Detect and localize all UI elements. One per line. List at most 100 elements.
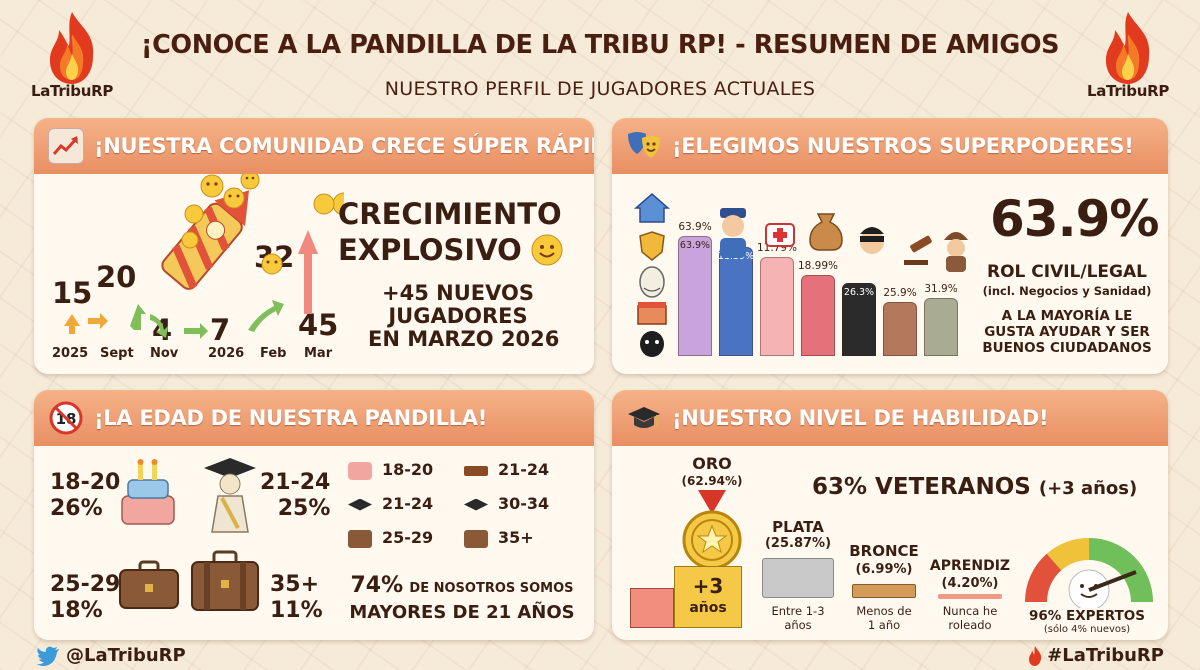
briefcase-icon (348, 529, 372, 548)
logo-text: LaTribuRP (30, 82, 114, 100)
growth-label: Nov (150, 346, 179, 361)
smiley-icon (184, 204, 204, 224)
podium-gold: +3 años (674, 566, 742, 628)
role-bar-label: 63.9% (678, 221, 712, 233)
shop-icon (637, 302, 667, 325)
flame-icon (49, 12, 94, 84)
level-desc: Entre 1-3 años (771, 604, 825, 632)
growth-title: ¡NUESTRA COMUNIDAD CRECE SÚPER RÁPIDO! (94, 134, 594, 158)
growth-label: 2026 (208, 346, 245, 361)
hacker-mask-icon (640, 331, 664, 357)
roles-caption-line3: BUENOS CIUDADANOS (982, 340, 1152, 356)
growth-illustration (64, 174, 344, 339)
smiley-icon (240, 174, 260, 190)
roles-bar-chart: 63.9%63.9%11.39%11.79%18.99%26.3%25.9%31… (676, 214, 964, 356)
detective-icon (944, 232, 968, 272)
age-group: 35+ 11% (270, 572, 323, 624)
role-bar-label: 25.9% (883, 287, 917, 299)
legend-item: 35+ (464, 528, 534, 548)
page-subtitle: NUESTRO PERFIL DE JUGADORES ACTUALES (384, 78, 816, 100)
growth-label: Feb (260, 346, 287, 361)
age-range: 35+ (270, 572, 320, 597)
chart-up-icon (48, 128, 84, 164)
arrow-up-icon (298, 230, 318, 314)
anonymous-mask-icon (639, 266, 665, 298)
skill-headline-pct: 63% VETERANOS (812, 474, 1031, 500)
gavel-icon (904, 235, 932, 265)
level-pct: (4.20%) (941, 576, 999, 591)
page-title: ¡CONOCE A LA PANDILLA DE LA TRIBU RP! - … (140, 30, 1060, 60)
level-desc: Nunca he roleado (942, 604, 998, 632)
logo-text: LaTribuRP (1086, 82, 1170, 100)
new-players-line3: EN MARZO 2026 (368, 327, 560, 351)
legend-item: 21-24 (348, 494, 433, 513)
smiley-icon (181, 231, 199, 249)
growth-headline: CRECIMIENTO EXPLOSIVO (338, 196, 564, 268)
flame-icon (1029, 645, 1042, 666)
roles-caption-line1: A LA MAYORÍA LE (1001, 308, 1133, 324)
gauge-note: (sólo 4% nuevos) (1043, 624, 1131, 635)
skill-headline: 63% VETERANOS (+3 años) (812, 474, 1137, 500)
hashtag-text[interactable]: #LaTribuRP (1047, 645, 1164, 666)
roles-role-note: (incl. Negocios y Sanidad) (982, 284, 1152, 298)
arrow-up-icon (130, 304, 146, 330)
growth-label: Mar (304, 346, 333, 361)
twitter-handle[interactable]: @LaTribuRP (66, 645, 186, 666)
birthday-cake-icon (121, 459, 175, 525)
level-name: PLATA (772, 518, 824, 536)
gauge-label: 96% EXPERTOS (1029, 608, 1145, 624)
legend-item: 21-24 (464, 460, 549, 479)
expertise-gauge (1024, 537, 1153, 608)
age-pct: 25% (277, 496, 331, 521)
role-bar-inner-label: 63.9% (679, 240, 711, 251)
growth-headline-line1: CRECIMIENTO (338, 197, 562, 231)
growth-value: 7 (210, 313, 231, 347)
role-bar (678, 236, 712, 356)
growth-panel-header: ¡NUESTRA COMUNIDAD CRECE SÚPER RÁPIDO! (34, 118, 594, 174)
role-bar (883, 302, 917, 356)
role-bar (924, 298, 958, 356)
level-bar (762, 558, 834, 598)
ages-summary-pct: 74% (350, 573, 404, 598)
ages-summary-small: DE NOSOTROS SOMOS (409, 581, 574, 596)
skill-panel: ¡NUESTRO NIVEL DE HABILIDAD! 63% VETERAN… (612, 390, 1168, 640)
age-group: 18-20 26% (50, 470, 120, 522)
level-pct: (62.94%) (681, 474, 743, 488)
role-bar-label: 31.9% (924, 283, 958, 295)
age-group: 25-29 18% (50, 572, 120, 624)
level-bar (852, 584, 916, 598)
roles-panel: ¡ELEGIMOS NUESTROS SUPERPODERES! 63.9% 63… (612, 118, 1168, 374)
arrow-down-icon (150, 314, 168, 338)
arrow-up-icon (64, 314, 80, 334)
role-bar (842, 283, 876, 356)
flame-icon (1105, 12, 1150, 84)
grad-cap-icon (348, 498, 372, 511)
growth-label: Sept (100, 346, 134, 361)
ages-panel-header: 18 ¡LA EDAD DE NUESTRA PANDILLA! (34, 390, 594, 446)
roles-role-label: ROL CIVIL/LEGAL (986, 262, 1147, 282)
level-name: ORO (692, 454, 732, 473)
growth-headline-line2: EXPLOSIVO (338, 233, 522, 267)
arrow-right-icon (184, 323, 208, 339)
twitter-bird-icon (36, 646, 59, 666)
footer-twitter[interactable]: @LaTribuRP (36, 645, 186, 666)
gauge-needle (1088, 570, 1137, 592)
roles-big-pct: 63.9% (990, 190, 1159, 248)
smiley-icon (531, 234, 563, 266)
ages-summary-line2: MAYORES DE 21 AÑOS (349, 602, 575, 623)
growth-label: 2025 (52, 346, 89, 361)
level-pct: (25.87%) (764, 536, 832, 551)
role-icons-column (634, 193, 670, 357)
ages-summary: 74% DE NOSOTROS SOMOS MAYORES DE 21 AÑOS (342, 574, 582, 625)
level-bar (938, 594, 1002, 599)
footer-hashtag[interactable]: #LaTribuRP (1027, 645, 1164, 666)
ages-panel: 18 ¡LA EDAD DE NUESTRA PANDILLA! 18-20 2… (34, 390, 594, 640)
grad-cap-icon (464, 498, 488, 511)
medical-kit-icon (765, 223, 795, 247)
role-bar (801, 275, 835, 356)
graduation-cap-icon (626, 400, 662, 436)
money-bag-icon (809, 213, 843, 251)
level-name: BRONCE (849, 542, 919, 560)
smiley-icon (261, 253, 283, 275)
age-pct: 11% (270, 598, 323, 623)
